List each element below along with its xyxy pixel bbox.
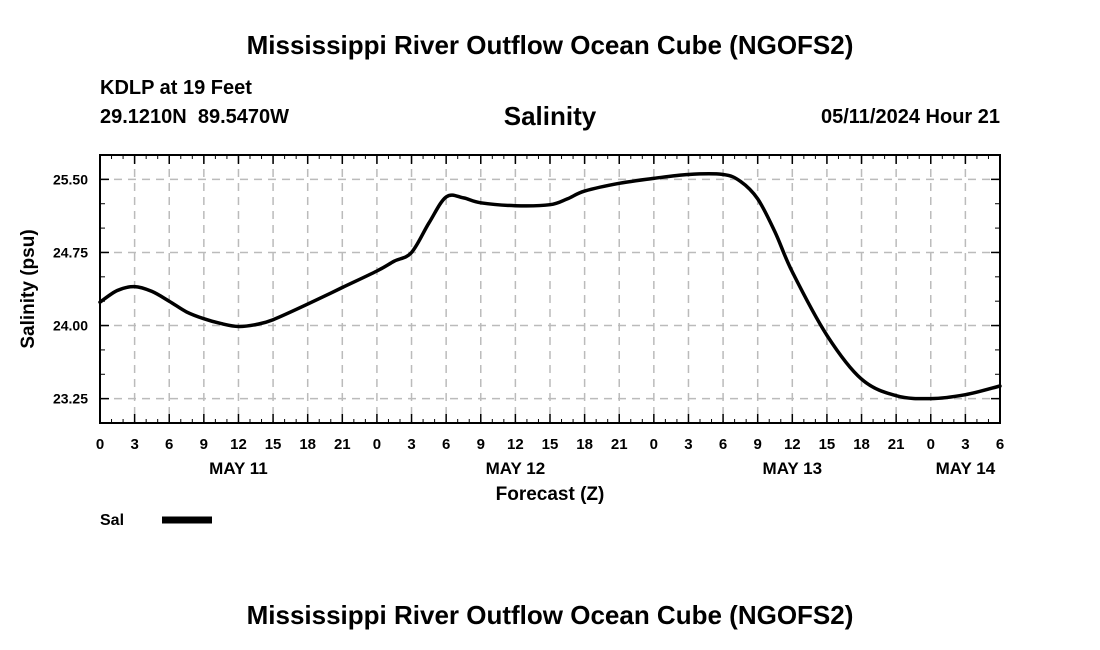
salinity-series-line — [98, 172, 1002, 401]
x-tick-label: 15 — [542, 436, 559, 453]
x-tick-label: 3 — [130, 436, 138, 453]
datetime-label: 05/11/2024 Hour 21 — [820, 106, 1000, 128]
x-tick-label: 15 — [819, 436, 836, 453]
x-tick-label: 0 — [650, 436, 658, 453]
x-tick-label: 21 — [334, 436, 351, 453]
x-tick-label: 12 — [784, 436, 801, 453]
x-tick-label: 0 — [373, 436, 381, 453]
x-tick-label: 0 — [96, 436, 104, 453]
x-tick-label: 18 — [299, 436, 316, 453]
legend-label: Sal — [100, 512, 124, 529]
y-tick-label: 23.25 — [53, 391, 88, 407]
x-tick-label: 6 — [442, 436, 450, 453]
x-tick-label: 9 — [477, 436, 485, 453]
x-tick-label: 9 — [754, 436, 762, 453]
x-tick-label: 18 — [576, 436, 593, 453]
y-axis-label: Salinity (psu) — [18, 229, 39, 348]
grid — [100, 155, 1000, 423]
y-tick-label: 25.50 — [53, 171, 88, 187]
date-label: MAY 14 — [936, 459, 996, 478]
x-tick-label: 12 — [507, 436, 524, 453]
x-tick-label: 18 — [853, 436, 870, 453]
x-tick-label: 15 — [265, 436, 282, 453]
footer-title: Mississippi River Outflow Ocean Cube (NG… — [246, 600, 854, 630]
chart-title: Mississippi River Outflow Ocean Cube (NG… — [246, 30, 854, 60]
date-label: MAY 11 — [209, 459, 268, 478]
axis-labels: 0 3 6 9 12 15 18 21 0 3 6 9 12 15 18 21 0 3 6 9 12 15 18 21 0 3 6 2… — [53, 171, 1004, 478]
y-tick-label: 24.75 — [53, 244, 88, 260]
x-tick-label: 21 — [888, 436, 905, 453]
x-tick-label: 6 — [719, 436, 727, 453]
date-label: MAY 12 — [486, 459, 546, 478]
plot-frame — [99, 154, 1001, 424]
station-label: KDLP at 19 Feet — [100, 77, 252, 99]
x-tick-label: 6 — [165, 436, 173, 453]
x-tick-label: 0 — [927, 436, 935, 453]
coordinates-label: 29.1210N 89.5470W — [100, 106, 290, 128]
x-tick-label: 3 — [684, 436, 692, 453]
x-tick-label: 3 — [961, 436, 969, 453]
x-tick-label: 3 — [407, 436, 415, 453]
date-label: MAY 13 — [763, 459, 823, 478]
x-axis-label: Forecast (Z) — [496, 484, 605, 505]
x-tick-label: 21 — [611, 436, 628, 453]
variable-title: Salinity — [503, 101, 597, 131]
y-tick-label: 24.00 — [53, 318, 88, 334]
x-tick-label: 9 — [200, 436, 208, 453]
x-tick-label: 12 — [230, 436, 247, 453]
x-tick-label: 6 — [996, 436, 1004, 453]
